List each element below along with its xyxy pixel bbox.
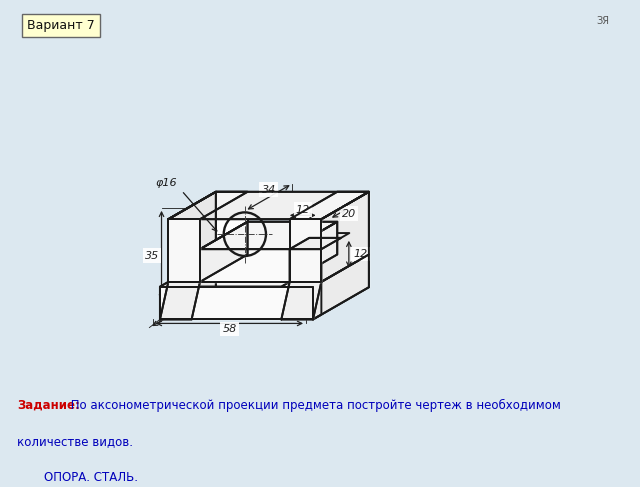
Text: 12: 12 xyxy=(296,205,310,215)
Polygon shape xyxy=(337,192,369,255)
Polygon shape xyxy=(290,233,349,249)
Polygon shape xyxy=(290,192,369,219)
Polygon shape xyxy=(160,287,313,319)
Polygon shape xyxy=(290,219,321,282)
Polygon shape xyxy=(168,192,369,219)
Text: 58: 58 xyxy=(222,324,237,334)
Text: количестве видов.: количестве видов. xyxy=(17,434,133,448)
Polygon shape xyxy=(313,255,369,319)
Text: 24: 24 xyxy=(177,262,191,271)
Polygon shape xyxy=(200,222,337,249)
Text: По аксонометрической проекции предмета постройте чертеж в необходимом: По аксонометрической проекции предмета п… xyxy=(67,398,561,412)
Polygon shape xyxy=(290,238,341,249)
Polygon shape xyxy=(216,255,369,287)
Polygon shape xyxy=(160,282,200,319)
Text: 35: 35 xyxy=(145,251,159,261)
Text: 34: 34 xyxy=(262,185,276,195)
Text: 20: 20 xyxy=(342,208,356,219)
Text: 12: 12 xyxy=(249,239,263,249)
Text: 40: 40 xyxy=(163,306,177,317)
Text: Задание:: Задание: xyxy=(17,398,80,412)
Polygon shape xyxy=(200,249,290,282)
Polygon shape xyxy=(168,219,200,282)
Text: 12: 12 xyxy=(353,249,367,259)
Polygon shape xyxy=(160,255,216,319)
Polygon shape xyxy=(321,192,369,282)
Polygon shape xyxy=(168,192,216,282)
Polygon shape xyxy=(216,192,248,255)
Polygon shape xyxy=(191,282,290,287)
Polygon shape xyxy=(168,192,248,219)
Text: Вариант 7: Вариант 7 xyxy=(27,19,95,33)
Text: ОПОРА. СТАЛЬ.: ОПОРА. СТАЛЬ. xyxy=(44,471,138,484)
Text: φ16: φ16 xyxy=(155,178,177,187)
Polygon shape xyxy=(200,222,248,282)
Polygon shape xyxy=(313,282,321,319)
Text: ЗЯ: ЗЯ xyxy=(596,17,609,26)
Polygon shape xyxy=(282,282,321,319)
Polygon shape xyxy=(290,222,337,282)
